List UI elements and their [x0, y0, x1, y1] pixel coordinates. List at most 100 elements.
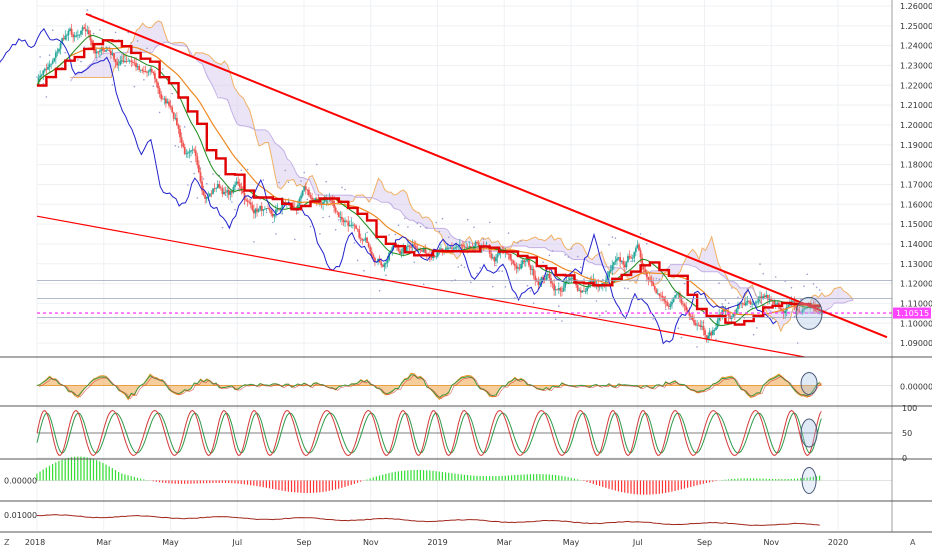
hist-bar: [102, 463, 103, 481]
candle-body: [715, 327, 717, 329]
candle-body: [168, 102, 170, 106]
hist-bar: [621, 481, 622, 493]
candle-body: [409, 245, 411, 246]
ema-line: [37, 47, 820, 315]
candle-body: [750, 302, 752, 305]
hist-bar: [464, 475, 465, 481]
candle-body: [273, 214, 275, 216]
scatter-dot: [756, 327, 758, 329]
candle-body: [709, 332, 711, 336]
hist-bar: [681, 481, 682, 490]
price-tick-label: 1.10000: [900, 319, 932, 328]
hist-bar: [511, 475, 512, 480]
candle-body: [385, 263, 387, 264]
candle-body: [659, 293, 661, 295]
candle-body: [387, 260, 389, 263]
candle-body: [215, 188, 217, 189]
hist-bar: [442, 472, 443, 481]
candle-body: [303, 186, 305, 190]
price-tick-label: 1.26000: [900, 2, 932, 11]
candle-body: [446, 248, 448, 249]
scatter-dot: [583, 278, 585, 280]
indicator-overlays: [0, 29, 820, 344]
price-tick-label: 1.22000: [900, 81, 932, 90]
price-tick-label: 1.11000: [900, 299, 932, 308]
hist-bar: [215, 481, 216, 483]
candle-body: [352, 225, 354, 226]
scatter-dot: [325, 181, 327, 183]
price-tick-label: 1.20000: [900, 121, 932, 130]
candle-body: [203, 191, 205, 195]
candle-body: [223, 192, 225, 194]
ichimoku-cloud: [70, 21, 854, 331]
candle-body: [324, 200, 326, 201]
candle-body: [146, 72, 148, 73]
stoch-tick-label: 50: [902, 429, 912, 438]
hist-bar: [58, 461, 59, 481]
candle-body: [349, 225, 351, 226]
candle-body: [508, 254, 510, 255]
candle-body: [130, 61, 132, 62]
candle-body: [173, 112, 175, 118]
scatter-dot: [753, 334, 755, 336]
candle-body: [110, 51, 112, 55]
candle-body: [74, 36, 76, 38]
pane-frames: [0, 0, 932, 532]
candle-body: [178, 125, 180, 129]
candle-body: [621, 261, 623, 262]
candle-body: [561, 291, 563, 292]
scatter-dot: [143, 79, 145, 81]
candle-body: [332, 201, 334, 202]
scatter-dot: [307, 199, 309, 201]
candle-body: [264, 209, 266, 210]
candle-body: [615, 261, 617, 262]
stoch-tick-label: 100: [902, 404, 917, 413]
candle-body: [88, 30, 90, 34]
hist-bar: [693, 481, 694, 487]
price-tick-label: 1.19000: [900, 141, 932, 150]
candle-body: [55, 53, 57, 58]
scatter-dot: [300, 180, 302, 182]
candle-body: [445, 249, 447, 251]
hist-bar: [266, 481, 267, 488]
scatter-dot: [43, 83, 45, 85]
hist-bar: [326, 481, 327, 492]
candle-body: [363, 240, 365, 241]
hist-bar: [480, 476, 481, 481]
hist-bar: [209, 481, 210, 484]
candle-body: [618, 257, 620, 258]
hist-bar: [410, 470, 411, 480]
hist-bar: [439, 472, 440, 481]
scatter-dot: [162, 68, 164, 70]
candle-body: [453, 249, 455, 250]
hist-bar: [225, 481, 226, 483]
candle-body: [190, 150, 192, 151]
candle-body: [253, 210, 255, 213]
hist-bar: [461, 474, 462, 480]
hist-bar: [165, 481, 166, 484]
candle-body: [717, 320, 719, 327]
candle-body: [780, 308, 782, 310]
hist-bar: [568, 477, 569, 480]
candle-body: [692, 317, 694, 320]
candle-body: [333, 201, 335, 208]
scatter-dot: [146, 48, 148, 50]
candle-body: [616, 258, 618, 260]
candle-body: [308, 190, 310, 195]
candle-body: [127, 61, 129, 62]
candle-body: [58, 49, 60, 52]
hist-bar: [200, 481, 201, 484]
scatter-dot: [813, 283, 815, 285]
hist-bar: [304, 481, 305, 493]
candle-body: [107, 50, 109, 51]
hist-bar: [590, 481, 591, 483]
hist-bar: [445, 472, 446, 480]
candle-body: [525, 261, 527, 262]
hist-bar: [187, 481, 188, 484]
hist-bar: [395, 472, 396, 481]
candle-body: [762, 296, 764, 298]
hist-bar: [49, 466, 50, 481]
hist-bar: [134, 477, 135, 481]
scatter-dot: [517, 242, 519, 244]
